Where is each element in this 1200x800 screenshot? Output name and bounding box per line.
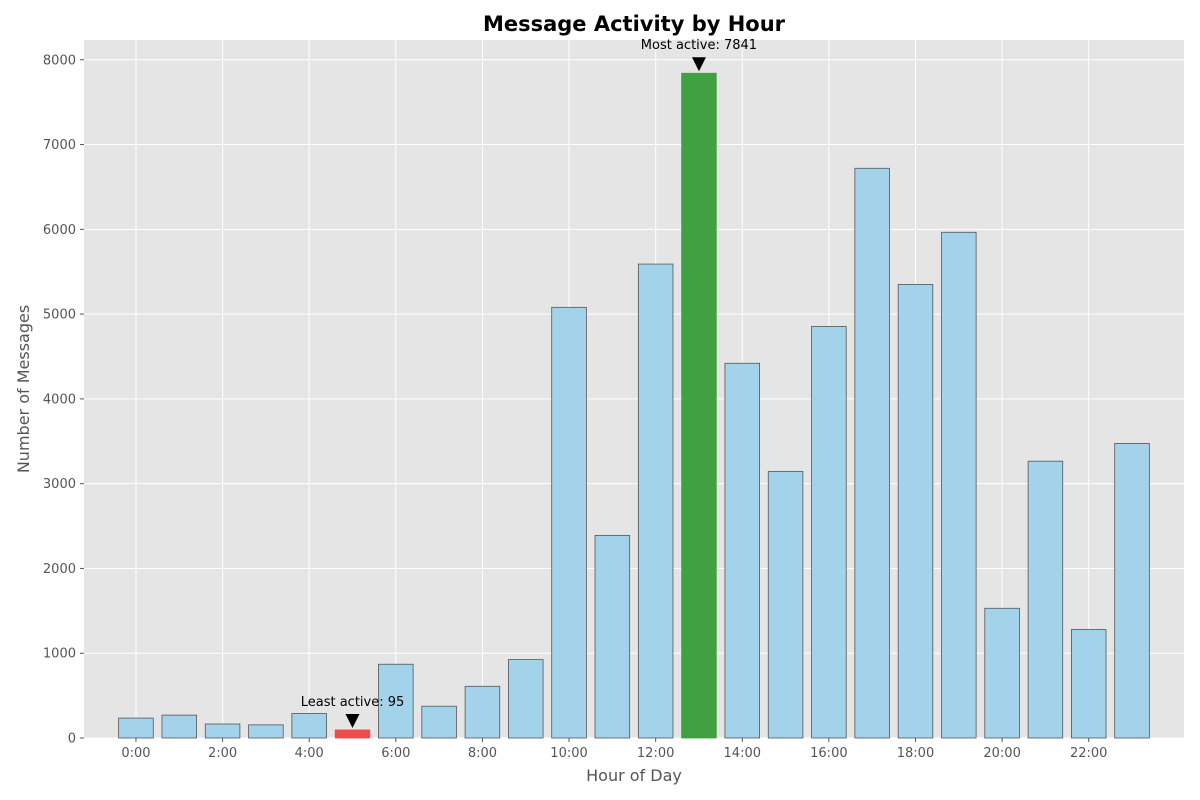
most-active-annotation-arrow [691, 57, 706, 72]
bar [1071, 629, 1107, 739]
bar-least-active [334, 729, 371, 739]
bar [118, 717, 154, 739]
x-axis-label: Hour of Day [586, 766, 682, 785]
x-tick-label: 20:00 [983, 746, 1020, 761]
bar [161, 714, 197, 739]
y-tick-label: 6000 [43, 223, 76, 238]
y-axis-label: Number of Messages [14, 305, 33, 473]
y-tick-label: 0 [68, 732, 76, 747]
bar [421, 705, 457, 739]
bar [1114, 442, 1150, 739]
bar [724, 362, 760, 739]
y-tick-label: 1000 [43, 647, 76, 662]
y-tick-label: 7000 [43, 138, 76, 153]
bars [118, 72, 1150, 739]
x-tick-label: 2:00 [208, 746, 237, 761]
chart-title: Message Activity by Hour [483, 12, 786, 36]
bar [508, 659, 544, 739]
y-tick-label: 2000 [43, 562, 76, 577]
bar [378, 663, 414, 739]
annotations: Most active: 7841 Least active: 95 [301, 38, 757, 728]
bar [551, 306, 587, 739]
x-tick-label: 10:00 [550, 746, 587, 761]
bar [291, 713, 327, 739]
x-tick-label: 22:00 [1070, 746, 1107, 761]
most-active-annotation-label: Most active: 7841 [641, 38, 757, 53]
bar [854, 167, 890, 739]
bar [204, 723, 241, 739]
bar [248, 724, 284, 739]
bar [637, 263, 674, 739]
bar [811, 325, 847, 739]
y-axis-ticks: 0 1000 2000 3000 4000 5000 6000 7000 8000 [43, 53, 84, 747]
y-tick-label: 8000 [43, 53, 76, 68]
x-axis-ticks: 0:00 2:00 4:00 6:00 8:00 10:00 12:00 14:00 16:00… [121, 738, 1107, 761]
x-tick-label: 18:00 [897, 746, 934, 761]
y-tick-label: 3000 [43, 477, 76, 492]
x-tick-label: 8:00 [468, 746, 497, 761]
x-tick-label: 6:00 [381, 746, 410, 761]
y-tick-label: 5000 [43, 308, 76, 323]
x-tick-label: 4:00 [295, 746, 324, 761]
bar [464, 685, 501, 739]
x-tick-label: 0:00 [121, 746, 150, 761]
bar [984, 607, 1020, 739]
x-tick-label: 14:00 [724, 746, 761, 761]
y-tick-label: 4000 [43, 392, 76, 407]
bar [897, 284, 934, 739]
x-tick-label: 16:00 [810, 746, 847, 761]
least-active-annotation-arrow [345, 713, 360, 728]
bar [941, 231, 977, 739]
bar-most-active [681, 72, 717, 739]
x-tick-label: 12:00 [637, 746, 674, 761]
bar [1027, 460, 1064, 739]
bar [767, 470, 804, 739]
bar [594, 534, 631, 739]
least-active-annotation-label: Least active: 95 [301, 695, 405, 710]
